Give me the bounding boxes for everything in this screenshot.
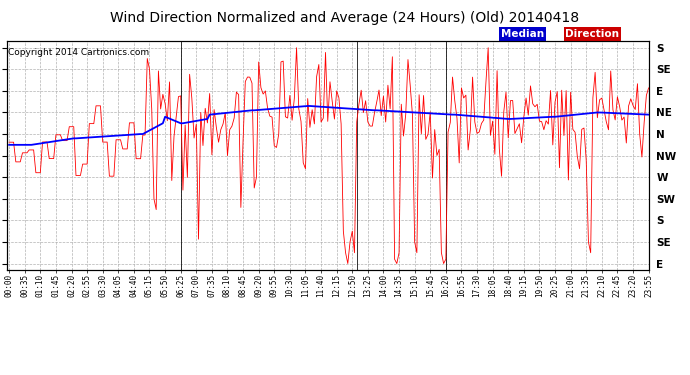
Text: Wind Direction Normalized and Average (24 Hours) (Old) 20140418: Wind Direction Normalized and Average (2… [110, 11, 580, 25]
Text: Median: Median [501, 29, 544, 39]
Text: Direction: Direction [565, 29, 619, 39]
Text: Copyright 2014 Cartronics.com: Copyright 2014 Cartronics.com [8, 48, 149, 57]
